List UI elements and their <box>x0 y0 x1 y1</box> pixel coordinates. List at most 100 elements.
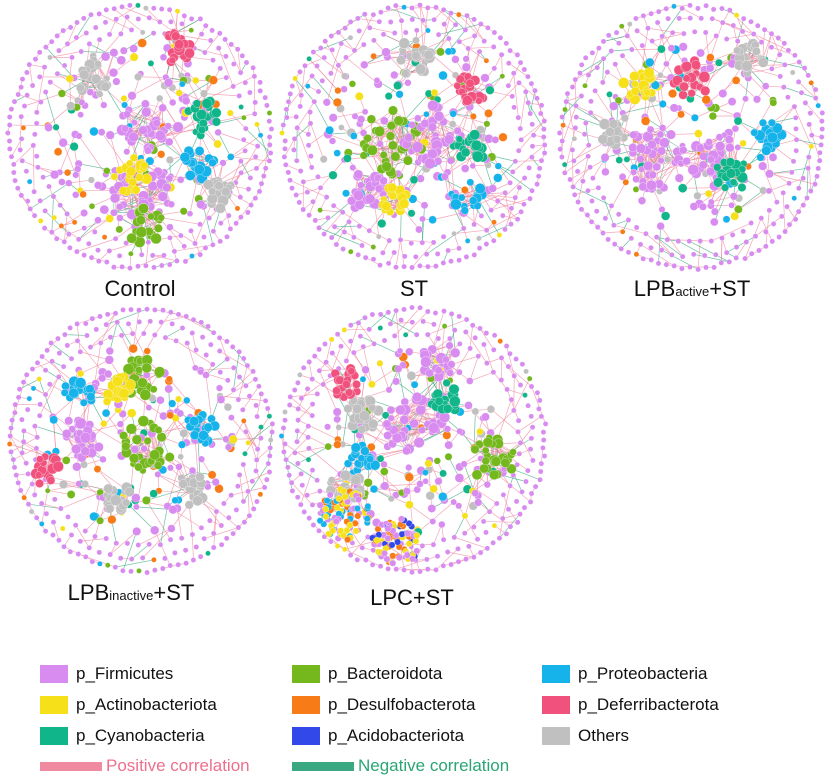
network-node <box>138 125 148 135</box>
network-edge <box>361 118 392 126</box>
network-node <box>691 60 701 70</box>
network-node <box>476 235 482 242</box>
network-edge <box>426 228 464 255</box>
network-node <box>655 8 662 15</box>
network-node <box>679 146 688 155</box>
network-edge <box>622 103 663 114</box>
network-node <box>81 15 87 22</box>
network-node <box>203 22 209 29</box>
network-node <box>420 201 429 210</box>
network-node <box>167 200 175 208</box>
network-node <box>741 60 753 72</box>
network-node <box>694 129 703 138</box>
network-edge <box>67 22 78 45</box>
network-node <box>702 29 709 36</box>
network-node <box>815 165 821 172</box>
network-node <box>710 217 719 227</box>
network-node <box>765 169 774 179</box>
network-node <box>792 115 799 121</box>
network-node <box>21 103 28 109</box>
network-node <box>815 102 821 109</box>
network-node <box>521 66 528 73</box>
network-node <box>755 22 761 29</box>
network-edge <box>432 212 464 221</box>
network-node <box>103 167 111 175</box>
network-node <box>729 178 738 187</box>
network-node <box>397 237 404 243</box>
network-node <box>377 262 383 268</box>
network-node <box>129 153 138 162</box>
network-node <box>801 65 808 71</box>
network-edge <box>68 179 92 184</box>
network-node <box>706 167 716 176</box>
network-node <box>399 48 407 56</box>
network-node <box>123 240 129 246</box>
network-node <box>376 140 384 148</box>
network-node <box>636 155 645 163</box>
network-node <box>730 211 739 221</box>
network-node <box>465 45 471 52</box>
network-node <box>280 122 287 128</box>
network-node <box>18 192 25 199</box>
network-edge <box>69 78 72 106</box>
network-node <box>65 74 74 83</box>
network-node <box>791 103 798 110</box>
network-node <box>786 221 793 228</box>
network-node <box>386 237 392 244</box>
network-node <box>174 8 181 14</box>
network-edge <box>99 13 132 31</box>
network-node <box>206 215 212 221</box>
network-edge <box>588 50 612 76</box>
network-node <box>283 162 289 168</box>
network-node <box>819 118 825 124</box>
network-node <box>456 245 462 252</box>
network-node <box>102 19 109 26</box>
network-node <box>33 153 40 159</box>
network-node <box>86 41 93 47</box>
network-node <box>687 264 693 270</box>
network-node <box>78 98 86 106</box>
network-node <box>725 143 735 153</box>
network-node <box>247 89 253 96</box>
network-node <box>256 188 263 195</box>
network-node <box>189 253 195 259</box>
network-edge <box>411 242 434 268</box>
network-node <box>242 79 249 86</box>
network-node <box>342 25 348 31</box>
network-edge <box>17 187 31 210</box>
network-node <box>423 49 434 61</box>
network-node <box>291 147 297 153</box>
network-node <box>436 47 445 57</box>
network-node <box>262 165 269 172</box>
network-node <box>701 252 708 259</box>
network-node <box>287 91 294 97</box>
network-node <box>471 139 483 151</box>
network-node <box>361 41 367 48</box>
network-node <box>515 147 522 154</box>
network-node <box>343 154 352 163</box>
network-edge <box>78 135 107 175</box>
network-node <box>218 220 224 226</box>
network-node <box>388 191 397 200</box>
network-node <box>451 55 460 64</box>
network-node <box>541 142 548 148</box>
network-node <box>126 166 137 177</box>
network-node <box>359 242 365 249</box>
network-node <box>739 139 747 147</box>
network-edge <box>435 7 456 25</box>
network-node <box>657 157 665 165</box>
network-node <box>178 232 184 239</box>
network-node <box>512 194 518 201</box>
network-node <box>145 156 155 166</box>
network-node <box>678 183 688 193</box>
network-edge <box>720 238 723 263</box>
network-node <box>41 225 48 231</box>
network-node <box>497 35 504 41</box>
network-node <box>428 215 437 224</box>
network-node <box>769 66 775 72</box>
network-node <box>210 228 217 234</box>
network-edge <box>573 144 589 162</box>
network-node <box>573 103 579 109</box>
network-edge <box>605 182 627 219</box>
network-node <box>615 156 623 164</box>
